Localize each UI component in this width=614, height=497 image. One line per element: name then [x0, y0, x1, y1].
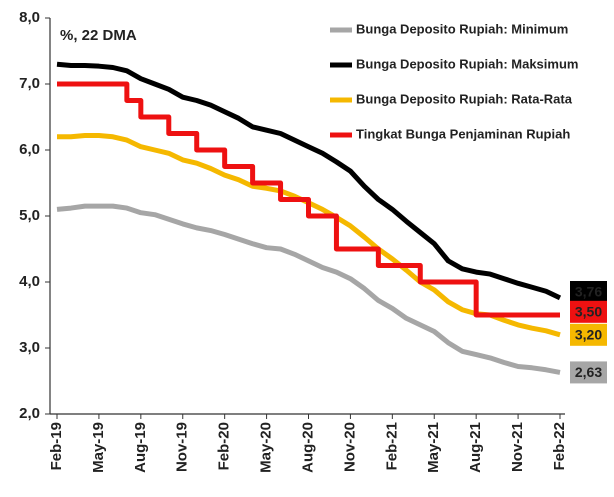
legend-label: Bunga Deposito Rupiah: Maksimum [356, 56, 578, 71]
x-tick-label: Aug-20 [299, 422, 316, 473]
x-tick-label: Feb-22 [551, 422, 568, 470]
end-label-box [570, 361, 607, 384]
y-tick-label: 4,0 [19, 273, 40, 290]
y-tick-label: 3,0 [19, 339, 40, 356]
end-label: 3,76 [575, 284, 602, 300]
y-tick-label: 5,0 [19, 207, 40, 224]
x-tick-label: May-21 [425, 422, 442, 473]
x-tick-label: Aug-21 [467, 422, 484, 473]
x-tick-label: Feb-20 [216, 422, 233, 470]
y-tick-label: 7,0 [19, 75, 40, 92]
series-line [57, 81, 560, 318]
x-tick-label: May-20 [258, 422, 275, 473]
legend-label: Tingkat Bunga Penjaminan Rupiah [356, 126, 570, 141]
end-label: 3,50 [575, 304, 602, 320]
annotation: %, 22 DMA [60, 27, 137, 44]
y-tick-label: 2,0 [19, 405, 40, 422]
x-tick-label: Aug-19 [132, 422, 149, 473]
series-line [57, 132, 561, 338]
x-tick-label: Feb-21 [383, 422, 400, 470]
legend-label: Bunga Deposito Rupiah: Minimum [356, 21, 568, 36]
y-tick-label: 6,0 [19, 141, 40, 158]
legend-label: Bunga Deposito Rupiah: Rata-Rata [356, 91, 573, 106]
x-tick-label: Nov-21 [509, 422, 526, 472]
end-label: 3,20 [575, 327, 602, 343]
end-label: 2,63 [575, 364, 602, 380]
end-label-box [570, 323, 607, 346]
series-line [56, 203, 561, 375]
end-label-box [570, 281, 607, 303]
x-tick-label: Nov-19 [174, 422, 191, 472]
y-tick-label: 8,0 [19, 9, 40, 26]
end-label-box [570, 300, 607, 323]
x-tick-label: Feb-19 [48, 422, 65, 470]
x-tick-label: May-19 [90, 422, 107, 473]
series-line [56, 61, 562, 301]
x-tick-label: Nov-20 [341, 422, 358, 472]
